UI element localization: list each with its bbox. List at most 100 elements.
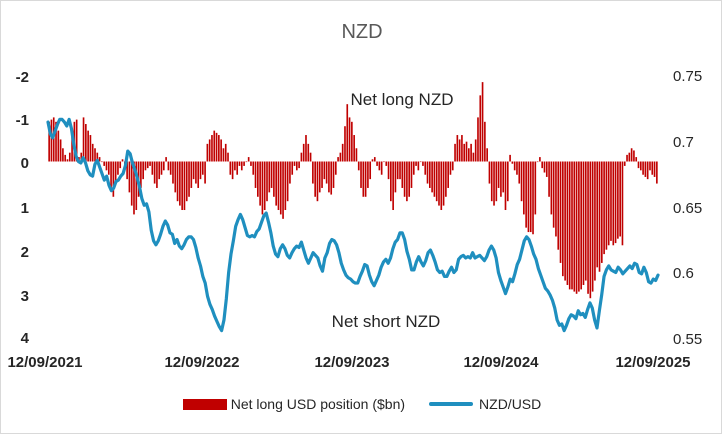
bar	[98, 157, 101, 162]
bar	[64, 154, 67, 162]
bar	[394, 161, 397, 193]
bar	[481, 82, 484, 162]
bar	[330, 161, 333, 195]
bar	[454, 143, 456, 162]
bar	[243, 161, 245, 166]
bar	[447, 161, 449, 188]
bar	[387, 161, 390, 180]
bar	[523, 161, 525, 215]
bar	[114, 161, 117, 184]
bar	[266, 161, 268, 202]
bar	[511, 161, 514, 164]
bar	[506, 161, 509, 202]
x-tick: 12/09/2021	[7, 354, 82, 371]
bar	[314, 161, 316, 197]
bar	[438, 161, 440, 206]
bar	[112, 161, 115, 197]
bar	[158, 161, 161, 180]
bar	[497, 161, 500, 188]
bar	[334, 161, 337, 175]
bar	[532, 161, 534, 235]
bar	[247, 157, 250, 162]
bar	[410, 161, 413, 188]
bar	[91, 143, 94, 162]
bar	[257, 161, 259, 197]
bar	[140, 161, 142, 188]
bar	[307, 143, 310, 162]
bar	[422, 161, 424, 166]
bar	[426, 161, 429, 184]
bar	[383, 161, 385, 163]
bar	[328, 161, 330, 193]
bar	[197, 161, 200, 188]
bar	[548, 161, 550, 197]
bar	[477, 117, 479, 162]
left-tick: 3	[21, 288, 29, 305]
bar	[559, 161, 562, 263]
bar	[635, 157, 638, 162]
bar	[348, 117, 351, 162]
bar	[142, 161, 144, 180]
bar	[401, 161, 404, 188]
bar-series	[48, 82, 658, 299]
legend-item-line: NZD/USD	[429, 396, 541, 412]
bar	[518, 161, 521, 184]
bar	[337, 157, 339, 162]
bar	[587, 161, 589, 294]
bar	[227, 152, 229, 162]
bar	[406, 161, 408, 202]
bar	[442, 161, 445, 206]
bar	[584, 161, 587, 281]
bar	[341, 143, 344, 162]
bar	[539, 157, 541, 162]
bar	[656, 161, 658, 184]
bar	[75, 119, 78, 162]
bar	[557, 161, 560, 250]
bar	[589, 161, 592, 299]
bar	[612, 161, 615, 246]
bar	[181, 161, 183, 211]
chart-title: NZD	[341, 21, 383, 43]
bar	[153, 161, 156, 184]
bar	[268, 161, 271, 193]
bar	[403, 161, 406, 197]
bar	[493, 161, 495, 206]
bar	[48, 121, 50, 162]
bar	[121, 159, 124, 162]
bar	[160, 161, 163, 175]
bar	[396, 161, 399, 180]
bar	[169, 161, 172, 175]
bar	[323, 161, 326, 180]
bar	[213, 130, 216, 162]
bar	[355, 148, 358, 162]
bar	[467, 148, 470, 162]
bar	[545, 161, 548, 177]
bar	[490, 161, 493, 202]
bar	[596, 161, 599, 268]
bar	[534, 161, 537, 215]
bar	[293, 161, 296, 166]
bar	[238, 161, 241, 166]
bar	[245, 161, 248, 163]
bar	[463, 143, 466, 162]
bar	[479, 95, 482, 162]
bar	[218, 135, 220, 162]
bar	[495, 161, 498, 202]
bar	[486, 148, 488, 162]
bar	[607, 161, 610, 246]
legend-item-bars: Net long USD position ($bn)	[182, 396, 405, 412]
bar	[502, 161, 505, 193]
bar	[390, 161, 392, 202]
left-tick: -2	[16, 69, 29, 86]
bar	[571, 161, 573, 290]
bar	[71, 130, 73, 162]
bar	[133, 161, 135, 215]
bar	[50, 119, 53, 162]
bar	[610, 161, 612, 241]
bar	[451, 161, 454, 171]
bar	[380, 161, 383, 175]
bar	[575, 161, 578, 294]
bar	[449, 161, 452, 175]
